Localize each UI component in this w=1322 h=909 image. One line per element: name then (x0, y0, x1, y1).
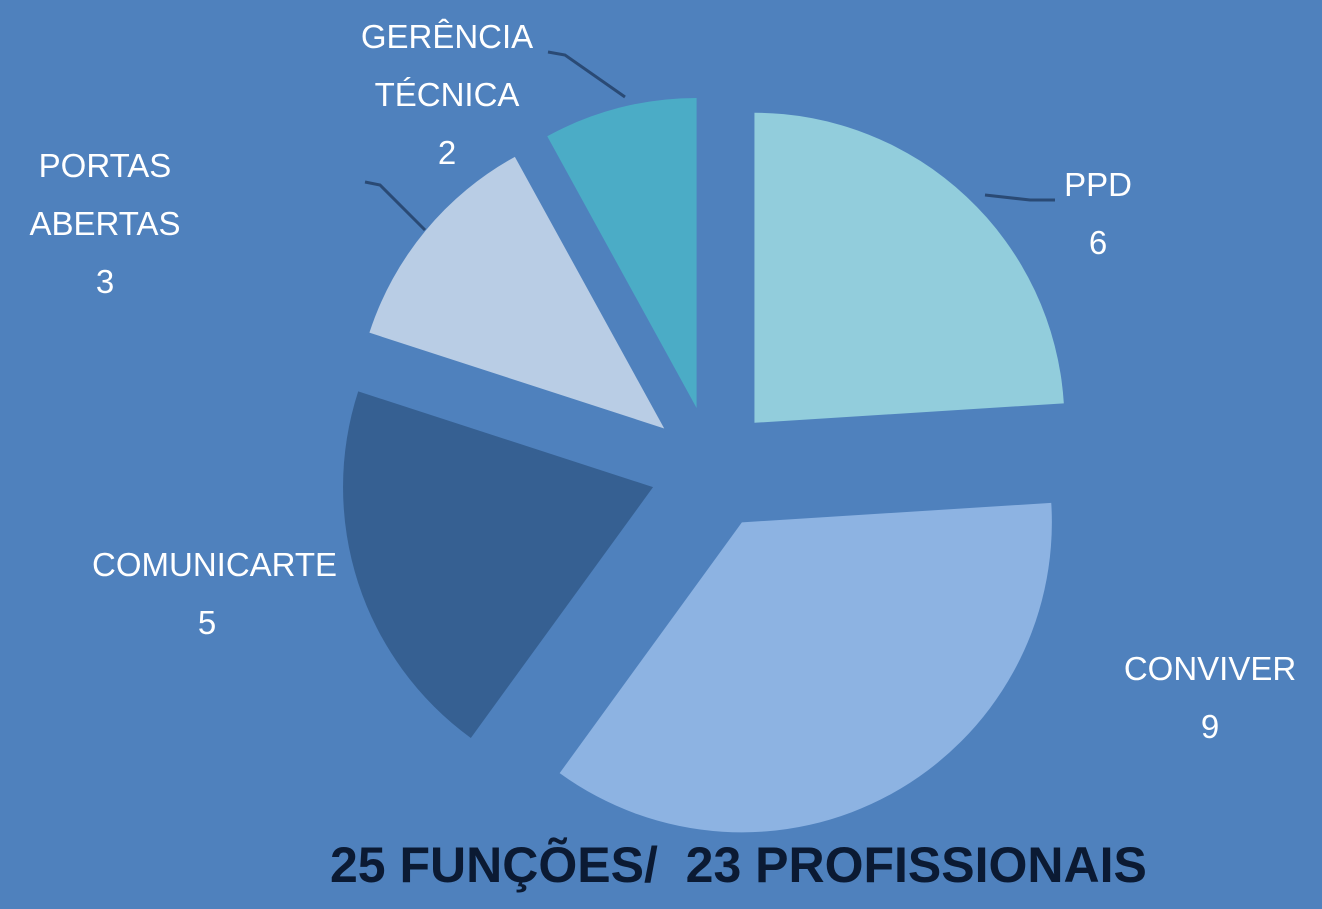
leader-line (984, 193, 1055, 202)
pie-slice (754, 112, 1064, 423)
pie-slice (547, 97, 697, 408)
slice-label: CONVIVER (1123, 650, 1297, 687)
slice-label: COMUNICARTE (92, 546, 338, 583)
value-label: 2 (437, 134, 457, 171)
value-label: 6 (1088, 224, 1108, 261)
value-label: 5 (197, 604, 217, 641)
pie-slice (369, 156, 665, 429)
value-label: 9 (1200, 708, 1220, 745)
leader-line (547, 50, 626, 99)
slice-label: PORTAS ABERTAS (29, 147, 181, 242)
footnote: 25 FUNÇÕES/ 23 PROFISSIONAIS (330, 837, 1147, 893)
leader-line (364, 180, 427, 232)
slice-label: GERÊNCIA TÉCNICA (360, 18, 534, 113)
slice-label: PPD (1064, 166, 1132, 203)
value-label: 3 (95, 263, 115, 300)
pie-slice (343, 391, 654, 738)
pie-slice (559, 502, 1052, 833)
